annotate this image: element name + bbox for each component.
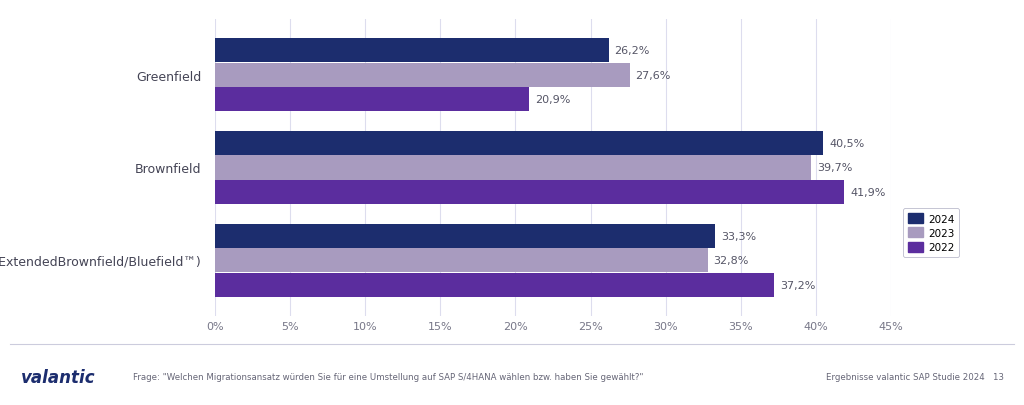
Bar [215, 156, 811, 180]
Bar [215, 181, 845, 205]
Bar [215, 39, 608, 63]
Text: 33,3%: 33,3% [721, 231, 757, 241]
Text: 20,9%: 20,9% [535, 95, 570, 105]
Text: 41,9%: 41,9% [850, 188, 886, 198]
Text: 32,8%: 32,8% [714, 256, 749, 265]
Bar [215, 88, 529, 112]
Text: 37,2%: 37,2% [779, 280, 815, 290]
Bar [215, 224, 715, 248]
Legend: 2024, 2023, 2022: 2024, 2023, 2022 [903, 209, 959, 258]
Text: Ergebnisse valantic SAP Studie 2024   13: Ergebnisse valantic SAP Studie 2024 13 [825, 372, 1004, 381]
Text: 40,5%: 40,5% [829, 139, 864, 149]
Text: Frage: "Welchen Migrationsansatz würden Sie für eine Umstellung auf SAP S/4HANA : Frage: "Welchen Migrationsansatz würden … [133, 372, 644, 381]
Bar [215, 273, 774, 297]
Text: 26,2%: 26,2% [614, 46, 650, 56]
Bar [215, 248, 708, 273]
Bar [215, 132, 823, 156]
Text: 39,7%: 39,7% [817, 163, 853, 173]
Text: valantic: valantic [20, 368, 95, 386]
Text: 27,6%: 27,6% [636, 71, 671, 81]
Bar [215, 64, 630, 88]
